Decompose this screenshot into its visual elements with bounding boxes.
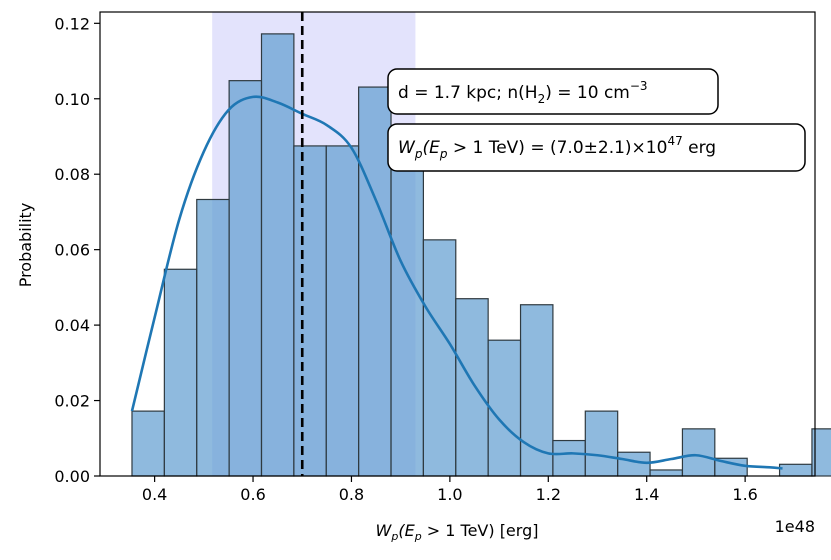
kde-curve (130, 95, 783, 470)
x-offset-label: 1e48 (775, 517, 815, 536)
y-axis-label: Probability (16, 203, 35, 288)
histogram-bar (649, 469, 684, 477)
annotation-distance: d = 1.7 kpc; n(H2) = 10 cm−3 (387, 68, 719, 115)
x-tick-label: 0.6 (240, 485, 265, 504)
y-tick-label: 0.00 (54, 467, 90, 486)
x-tick-label: 1.2 (536, 485, 561, 504)
histogram-bars (131, 33, 831, 477)
x-axis-label: Wp(Ep > 1 TeV) [erg] (376, 521, 539, 543)
histogram-bar (778, 463, 813, 477)
histogram-bar (293, 145, 327, 477)
histogram-bar (455, 298, 489, 477)
histogram-bar (163, 268, 198, 477)
histogram-bar (681, 428, 716, 477)
y-tick-label: 0.08 (54, 165, 90, 184)
kde-curve-layer (130, 95, 783, 470)
histogram-bar (552, 439, 586, 477)
histogram-bar (617, 451, 651, 477)
histogram-bar (196, 198, 230, 477)
x-tick-label: 1.6 (732, 485, 757, 504)
y-tick-label: 0.04 (54, 316, 90, 335)
y-tick-label: 0.10 (54, 90, 90, 109)
annotation-distance-text: d = 1.7 kpc; n(H2) = 10 cm−3 (398, 79, 648, 106)
x-tick-label: 0.8 (339, 485, 364, 504)
y-axis-ticks: 0.00 0.02 0.04 0.06 0.08 0.10 0.12 (54, 14, 100, 486)
histogram-bar (260, 33, 295, 477)
x-tick-label: 1.4 (634, 485, 659, 504)
x-tick-label: 1.0 (437, 485, 462, 504)
histogram-bar (228, 80, 263, 477)
annotation-energy-box (387, 123, 806, 172)
histogram-bar (487, 339, 522, 477)
histogram-bar (390, 139, 424, 477)
annotation-energy: Wp(Ep > 1 TeV) = (7.0±2.1)×1047 erg (387, 123, 806, 172)
plot-frame (99, 11, 816, 477)
annotation-distance-box (387, 68, 719, 115)
x-axis-ticks: 0.4 0.6 0.8 1.0 1.2 1.4 1.6 (142, 476, 758, 504)
y-tick-label: 0.06 (54, 241, 90, 260)
histogram-bar (584, 410, 619, 477)
histogram-bar (519, 304, 554, 477)
histogram-bar (131, 410, 165, 477)
histogram-bar (811, 428, 831, 477)
histogram-bar (325, 145, 360, 477)
x-tick-label: 0.4 (142, 485, 167, 504)
annotation-energy-text: Wp(Ep > 1 TeV) = (7.0±2.1)×1047 erg (398, 134, 716, 161)
y-tick-label: 0.12 (54, 14, 90, 33)
y-tick-label: 0.02 (54, 392, 90, 411)
histogram-bar (422, 239, 457, 477)
histogram-bar (358, 86, 392, 477)
